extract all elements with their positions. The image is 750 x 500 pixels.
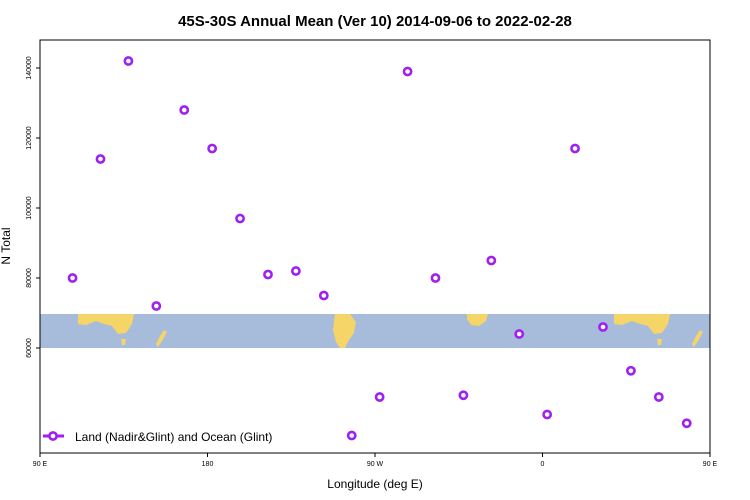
y-axis-label: N Total xyxy=(0,227,13,264)
data-point xyxy=(67,273,78,283)
x-axis-label: Longitude (deg E) xyxy=(327,477,422,491)
legend-label: Land (Nadir&Glint) and Ocean (Glint) xyxy=(75,430,272,444)
data-point xyxy=(291,266,301,276)
land-newzealand-left xyxy=(156,330,167,347)
plot-frame xyxy=(39,39,711,454)
data-point xyxy=(458,390,469,401)
x-tick-label: 0 xyxy=(541,461,545,468)
land-newzealand-right xyxy=(692,330,703,347)
data-point xyxy=(318,290,329,301)
y-axis: 60000 80000 100000 120000 140000 xyxy=(26,56,40,358)
land-south-america xyxy=(333,314,356,348)
data-point xyxy=(151,301,162,311)
legend: Land (Nadir&Glint) and Ocean (Glint) xyxy=(43,430,272,444)
data-point xyxy=(179,105,190,115)
x-axis: 90 E 180 90 W 0 90 E xyxy=(33,453,718,468)
land-australia-left xyxy=(78,314,134,334)
chart-title: 45S-30S Annual Mean (Ver 10) 2014-09-06 … xyxy=(178,13,572,30)
y-tick-label: 80000 xyxy=(26,268,33,288)
ocean-band xyxy=(40,314,710,348)
x-tick-label: 90 E xyxy=(703,461,718,468)
data-point xyxy=(123,56,134,66)
data-point xyxy=(514,329,525,339)
land-tasmania-right xyxy=(657,339,662,345)
y-tick-label: 60000 xyxy=(26,338,33,358)
x-tick-label: 90 W xyxy=(367,461,384,468)
y-tick-label: 100000 xyxy=(26,196,33,219)
x-tick-label: 90 E xyxy=(33,461,48,468)
x-tick-label: 180 xyxy=(202,461,214,468)
y-tick-label: 120000 xyxy=(26,126,33,149)
data-point xyxy=(263,269,273,280)
data-point xyxy=(402,66,413,77)
y-tick-label: 140000 xyxy=(26,56,33,79)
data-point xyxy=(542,409,553,420)
data-points xyxy=(67,56,692,441)
data-point xyxy=(374,392,385,402)
land-tasmania-left xyxy=(121,339,126,345)
data-point xyxy=(681,418,692,429)
data-point xyxy=(346,430,357,441)
data-point xyxy=(653,392,664,402)
data-point xyxy=(207,143,218,154)
data-point xyxy=(486,255,497,266)
data-point xyxy=(598,322,608,332)
data-point xyxy=(95,154,106,164)
legend-marker xyxy=(48,431,58,441)
land-australia-right xyxy=(614,314,670,334)
land-south-africa xyxy=(467,314,488,326)
data-point xyxy=(430,273,441,283)
data-point xyxy=(570,143,580,154)
world-map-band xyxy=(40,314,710,348)
data-point xyxy=(235,213,245,224)
data-point xyxy=(626,365,636,376)
